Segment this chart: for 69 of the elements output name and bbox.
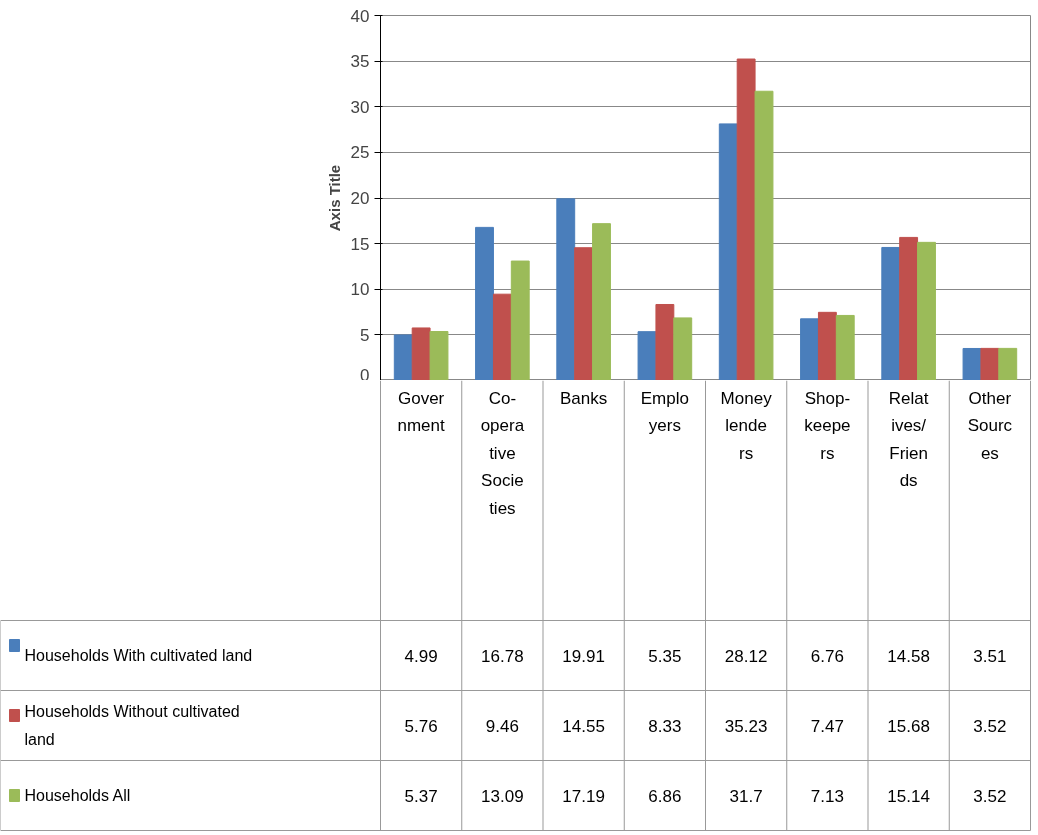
bar [673,317,693,380]
x-tick-label: Shop-keepers [804,388,851,463]
y-tick-label: 35 [350,52,370,72]
data-label: 5.35 [648,646,682,666]
bar [556,198,576,380]
data-label: 15.14 [887,786,930,806]
y-tick-label: 5 [360,325,370,345]
bar [881,246,901,380]
x-tick-label: Money lenders [720,388,773,463]
data-label: 35.23 [724,716,768,736]
data-label: 5.37 [404,786,438,806]
data-label: 17.19 [562,786,605,806]
y-tick-label: 15 [350,234,370,254]
x-tick-label: Other Sources [967,388,1013,463]
bar [998,347,1018,380]
bar [817,311,837,380]
y-tick-label: 0 [360,365,370,385]
bar [718,123,738,380]
data-label: 3.51 [973,646,1007,666]
data-label: 9.46 [485,716,519,736]
data-label: 4.99 [404,646,438,666]
data-label: 13.09 [481,786,524,806]
y-axis-title: Axis Title [325,164,343,232]
y-tick-label: 25 [350,143,370,163]
bar [655,303,675,380]
data-label: 16.78 [481,646,524,666]
data-label: 8.33 [648,716,682,736]
data-label: 7.47 [810,716,844,736]
bar [962,347,982,380]
bar [736,58,756,380]
x-tick-label: Co-operative Societies [480,388,525,518]
bar [899,236,919,380]
bar [475,226,494,380]
y-tick-label: 30 [350,97,370,117]
data-label: 28.12 [724,646,768,666]
legend-label: Households With cultivated land [24,647,253,664]
bar [980,347,1000,380]
data-label: 6.86 [648,786,682,806]
data-label: 5.76 [404,716,438,736]
y-tick-label: 20 [350,189,370,208]
data-label: 6.76 [810,646,844,666]
bar [574,247,594,380]
legend-label: Households All [24,787,131,804]
x-tick-label: Employers [640,388,689,436]
x-tick-label: Relatives/Friends [888,388,929,491]
data-label: 15.68 [887,716,930,736]
legend-label: Households Without cultivated land [24,703,240,748]
y-tick-label: 10 [350,280,370,300]
bar [510,260,530,380]
bar [835,314,855,380]
data-label: 3.52 [973,716,1007,736]
bar [917,241,936,380]
bar [411,327,431,380]
data-label: 14.55 [562,716,605,736]
bar [754,90,774,380]
bar [637,331,657,380]
bar [429,331,449,380]
x-tick-label: Banks [560,388,608,408]
data-label: 31.7 [729,786,763,806]
x-tick-label: Government [397,388,446,436]
bar [800,318,819,380]
bar [393,334,413,380]
data-label: 19.91 [562,646,605,666]
data-label: 14.58 [887,646,930,666]
bar [492,293,512,380]
data-label: 7.13 [810,786,844,806]
data-label: 3.52 [973,786,1007,806]
bar [592,223,611,380]
y-tick-label: 40 [350,6,370,26]
